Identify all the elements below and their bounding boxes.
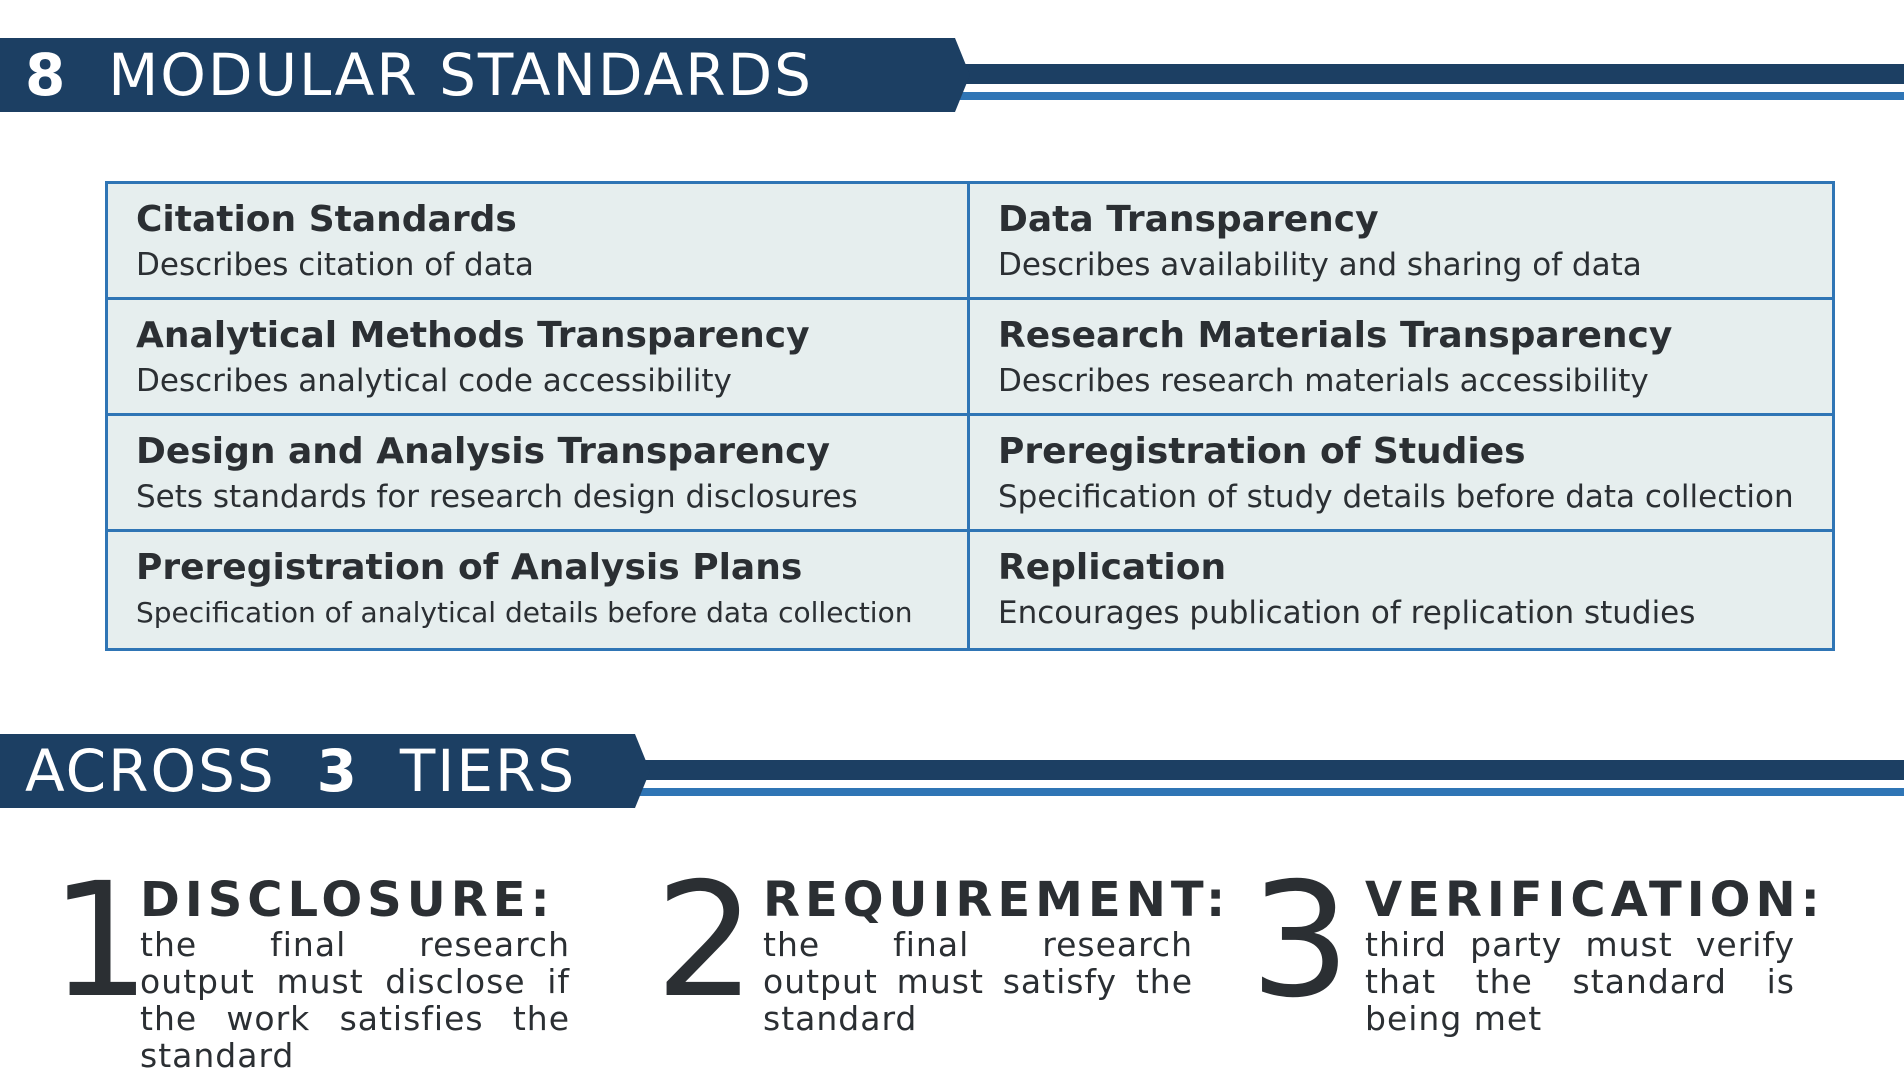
standard-cell-preregistration-analysis: Preregistration of Analysis Plans Specif…	[108, 532, 970, 648]
standard-title: Data Transparency	[998, 199, 1379, 240]
standards-table: Citation Standards Describes citation of…	[105, 181, 1835, 651]
standards-banner: 8 MODULAR STANDARDS	[0, 38, 1904, 114]
standard-description: Describes citation of data	[136, 247, 534, 283]
standard-title: Design and Analysis Transparency	[136, 431, 830, 472]
tier-number: 1	[50, 849, 151, 1033]
tier-body: REQUIREMENT: the final research output m…	[763, 874, 1230, 1037]
tiers-heading: ACROSS 3 TIERS	[25, 737, 576, 805]
tiers-count: 3	[316, 737, 359, 805]
tier-requirement: 2 REQUIREMENT: the final research output…	[655, 849, 1225, 1046]
standard-cell-analytical-methods: Analytical Methods Transparency Describe…	[108, 300, 970, 416]
tier-number: 3	[1250, 849, 1351, 1033]
standard-title: Preregistration of Studies	[998, 431, 1526, 472]
standards-heading: 8 MODULAR STANDARDS	[25, 41, 813, 109]
standard-cell-replication: Replication Encourages publication of re…	[970, 532, 1832, 648]
standard-cell-citation: Citation Standards Describes citation of…	[108, 184, 970, 300]
standards-count: 8	[25, 41, 68, 109]
standard-cell-research-materials: Research Materials Transparency Describe…	[970, 300, 1832, 416]
tier-title: VERIFICATION:	[1365, 872, 1825, 928]
tiers-heading-suffix: TIERS	[399, 737, 577, 805]
tier-title: REQUIREMENT:	[763, 872, 1231, 928]
tier-title: DISCLOSURE:	[140, 872, 555, 928]
tiers-heading-prefix: ACROSS	[25, 737, 276, 805]
standard-title: Replication	[998, 547, 1227, 588]
tier-body: DISCLOSURE: the final research output mu…	[140, 874, 570, 1074]
standard-cell-design-analysis: Design and Analysis Transparency Sets st…	[108, 416, 970, 532]
standard-title: Research Materials Transparency	[998, 315, 1673, 356]
standards-heading-text: MODULAR STANDARDS	[108, 41, 814, 109]
standard-description: Specification of study details before da…	[998, 479, 1794, 515]
banner-stripe-blue	[0, 788, 1904, 796]
standard-description: Specification of analytical details befo…	[136, 596, 913, 629]
standard-cell-data-transparency: Data Transparency Describes availability…	[970, 184, 1832, 300]
tier-description: third party must verify that the standar…	[1365, 925, 1795, 1038]
standard-title: Citation Standards	[136, 199, 517, 240]
tier-description: the final research output must disclose …	[140, 925, 570, 1075]
standard-description: Describes availability and sharing of da…	[998, 247, 1642, 283]
standard-description: Sets standards for research design discl…	[136, 479, 858, 515]
tier-verification: 3 VERIFICATION: third party must verify …	[1250, 849, 1820, 1046]
standard-cell-preregistration-studies: Preregistration of Studies Specification…	[970, 416, 1832, 532]
tier-description: the final research output must satisfy t…	[763, 925, 1193, 1038]
standard-title: Analytical Methods Transparency	[136, 315, 810, 356]
banner-label-box: 8 MODULAR STANDARDS	[0, 38, 970, 112]
standard-title: Preregistration of Analysis Plans	[136, 547, 803, 588]
standard-description: Describes analytical code accessibility	[136, 363, 732, 399]
tier-disclosure: 1 DISCLOSURE: the final research output …	[50, 849, 610, 1074]
tier-number: 2	[655, 849, 756, 1033]
standard-description: Describes research materials accessibili…	[998, 363, 1649, 399]
tiers-banner: ACROSS 3 TIERS	[0, 734, 1904, 810]
standard-description: Encourages publication of replication st…	[998, 595, 1696, 631]
tier-body: VERIFICATION: third party must verify th…	[1365, 874, 1825, 1037]
banner-label-box: ACROSS 3 TIERS	[0, 734, 650, 808]
